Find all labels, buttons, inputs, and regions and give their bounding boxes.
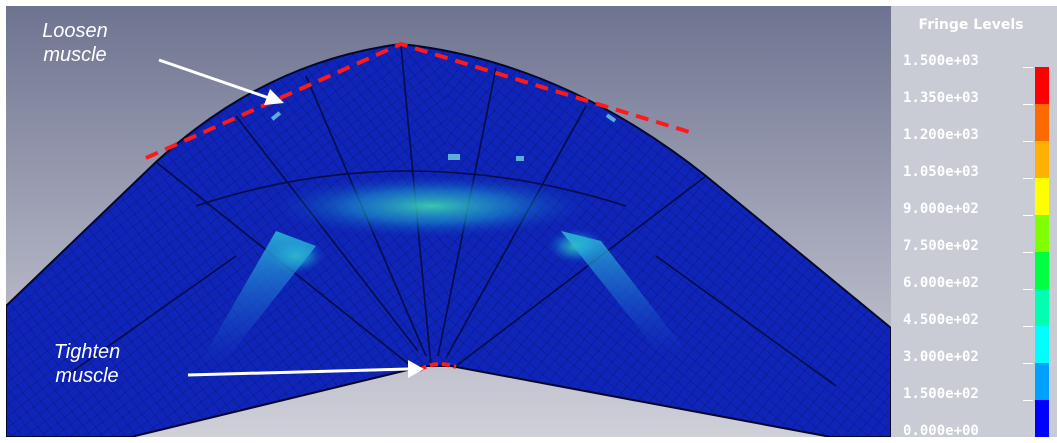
fringe-color-swatch bbox=[1035, 215, 1049, 252]
fringe-level-label: 4.500e+02 bbox=[903, 312, 979, 328]
loosen-label-line2: muscle bbox=[43, 44, 107, 66]
fringe-level-tick bbox=[1023, 178, 1033, 179]
fringe-level-tick bbox=[1023, 215, 1033, 216]
tighten-label-line2: muscle bbox=[55, 365, 119, 387]
fringe-level-label: 1.500e+03 bbox=[903, 53, 979, 69]
tighten-label-line1: Tighten bbox=[53, 341, 121, 363]
fringe-color-swatch bbox=[1035, 178, 1049, 215]
tighten-arrow bbox=[187, 360, 424, 378]
fringe-level-label: 1.050e+03 bbox=[903, 164, 979, 180]
fringe-level-label: 1.200e+03 bbox=[903, 127, 979, 143]
fringe-level-tick bbox=[1023, 104, 1033, 105]
fringe-color-swatch bbox=[1035, 400, 1049, 437]
fringe-level-label: 7.500e+02 bbox=[903, 238, 979, 254]
fringe-level-label: 0.000e+00 bbox=[903, 423, 979, 439]
loosen-dashed-line bbox=[145, 41, 697, 160]
fringe-level-tick bbox=[1023, 289, 1033, 290]
fringe-color-swatch bbox=[1035, 289, 1049, 326]
fringe-level-label: 3.000e+02 bbox=[903, 349, 979, 365]
fringe-level-tick bbox=[1023, 326, 1033, 327]
fringe-level-label: 9.000e+02 bbox=[903, 201, 979, 217]
fringe-level-tick bbox=[1023, 437, 1033, 438]
fringe-color-swatch bbox=[1035, 326, 1049, 363]
fringe-level-tick bbox=[1023, 67, 1033, 68]
fem-viewport bbox=[6, 6, 891, 437]
fringe-color-swatch bbox=[1035, 67, 1049, 104]
fringe-level-tick bbox=[1023, 252, 1033, 253]
fringe-level-tick bbox=[1023, 363, 1033, 364]
fringe-level-label: 1.350e+03 bbox=[903, 90, 979, 106]
fringe-legend: Fringe Levels 1.500e+03 1.350e+03 1.200e+0… bbox=[891, 6, 1057, 439]
stress-band bbox=[271, 174, 591, 238]
fringe-legend-title: Fringe Levels bbox=[918, 17, 1024, 33]
fringe-level-label: 1.500e+02 bbox=[903, 386, 979, 402]
loosen-arrow bbox=[158, 58, 284, 105]
loosen-muscle-label: Loosen muscle bbox=[20, 19, 130, 67]
fringe-color-swatch bbox=[1035, 141, 1049, 178]
fringe-level-tick bbox=[1023, 400, 1033, 401]
fringe-color-swatch bbox=[1035, 104, 1049, 141]
loosen-label-line1: Loosen bbox=[42, 20, 108, 42]
tighten-muscle-label: Tighten muscle bbox=[28, 340, 146, 388]
fringe-color-swatch bbox=[1035, 363, 1049, 400]
fringe-color-swatch bbox=[1035, 252, 1049, 289]
fringe-level-tick bbox=[1023, 141, 1033, 142]
fringe-level-label: 6.000e+02 bbox=[903, 275, 979, 291]
